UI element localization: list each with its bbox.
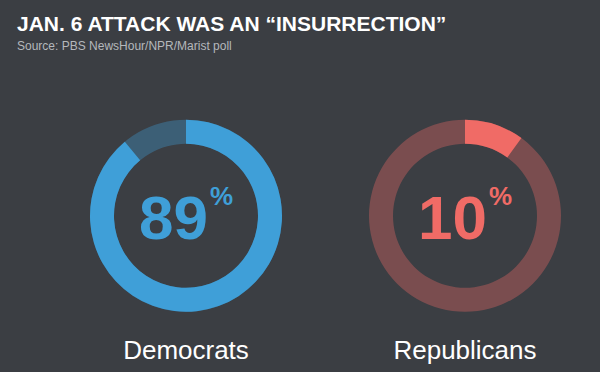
svg-text:Source: PBS NewsHour/NPR/Maris: Source: PBS NewsHour/NPR/Marist poll — [17, 39, 232, 53]
svg-text:89: 89 — [139, 183, 208, 252]
svg-text:Republicans: Republicans — [393, 335, 536, 365]
svg-text:Democrats: Democrats — [123, 335, 249, 365]
svg-text:10: 10 — [418, 183, 487, 252]
svg-text:%: % — [210, 181, 233, 211]
svg-text:JAN. 6 ATTACK WAS AN “INSURREC: JAN. 6 ATTACK WAS AN “INSURRECTION” — [17, 12, 446, 35]
svg-text:%: % — [489, 181, 512, 211]
